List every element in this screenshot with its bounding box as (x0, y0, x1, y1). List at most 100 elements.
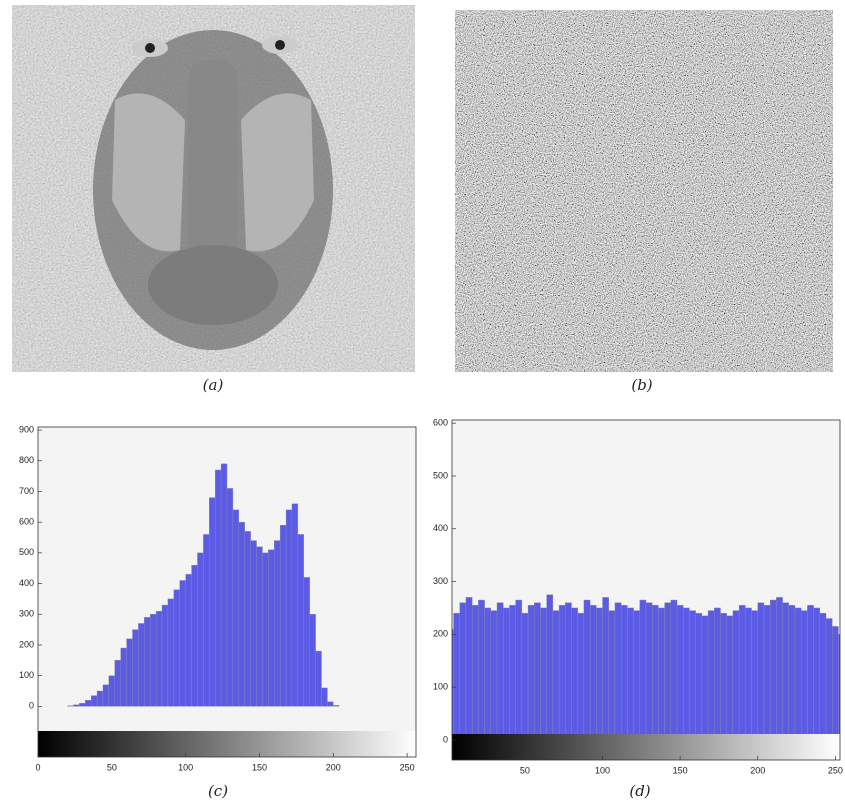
bar (459, 602, 467, 741)
bar (173, 589, 180, 707)
x-tick-label: 50 (520, 765, 530, 775)
bar (515, 599, 523, 741)
bar (244, 531, 251, 707)
bar (297, 534, 304, 707)
bar (571, 607, 578, 741)
bar (732, 610, 740, 741)
bar (788, 605, 796, 741)
bar (291, 503, 299, 707)
bar (620, 605, 628, 741)
bar (807, 605, 814, 741)
bar (819, 613, 827, 741)
bar (707, 610, 715, 741)
y-tick-label: 700 (19, 486, 34, 496)
bar (453, 613, 460, 741)
bar (546, 594, 554, 741)
bar (452, 628, 454, 741)
bar (726, 615, 734, 741)
bar (714, 607, 721, 741)
bar (614, 602, 622, 741)
bar (801, 610, 808, 741)
bar (676, 605, 684, 741)
y-tick-label: 500 (433, 470, 448, 480)
x-tick-label: 150 (673, 765, 688, 775)
bar (639, 599, 647, 741)
bar (478, 599, 485, 741)
bar (102, 684, 110, 707)
bar (602, 597, 609, 741)
bar (664, 602, 672, 741)
bars (67, 463, 340, 707)
caption: (a) (203, 376, 224, 394)
bar (838, 634, 840, 741)
bar (465, 597, 473, 741)
y-tick-label: 200 (19, 639, 34, 649)
x-tick-label: 250 (828, 765, 843, 775)
bar (720, 613, 727, 741)
bar (279, 525, 287, 707)
bar (683, 607, 690, 741)
bar (185, 574, 192, 707)
bar (285, 509, 293, 707)
x-tick-label: 200 (326, 762, 341, 772)
y-tick-label: 400 (433, 523, 448, 533)
bar (751, 610, 758, 741)
bar (96, 690, 104, 707)
bar (527, 605, 535, 741)
bar (250, 540, 257, 707)
bar (203, 534, 210, 707)
y-tick-label: 400 (19, 578, 34, 588)
bar (689, 610, 696, 741)
bar (496, 602, 504, 741)
y-tick-label: 100 (433, 682, 448, 692)
x-tick-label: 200 (750, 765, 765, 775)
bar (150, 614, 157, 707)
y-tick-label: 0 (29, 701, 34, 711)
frame (451, 419, 841, 761)
caption: (b) (631, 376, 652, 394)
bar (484, 607, 492, 741)
bar (179, 580, 186, 707)
bar (645, 602, 653, 741)
y-tick-label: 200 (433, 629, 448, 639)
bar (608, 610, 616, 741)
y-tick-label: 900 (19, 424, 34, 434)
bar (232, 509, 240, 707)
bars (452, 594, 840, 741)
bar (757, 602, 765, 741)
bar (589, 605, 597, 741)
baboon-image (12, 5, 415, 372)
colorbar (452, 734, 840, 760)
bar (238, 521, 245, 707)
bar (471, 605, 479, 741)
bar (85, 700, 92, 707)
y-tick-label: 800 (19, 455, 34, 465)
bar (167, 598, 175, 707)
frame (37, 426, 417, 758)
x-tick-label: 100 (595, 765, 610, 775)
bar (309, 614, 316, 707)
bar (540, 607, 547, 741)
y-tick-label: 500 (19, 547, 34, 557)
bar (90, 695, 98, 707)
caption: (c) (208, 782, 228, 800)
bar (67, 705, 74, 707)
bar (144, 617, 151, 707)
bar (670, 599, 678, 741)
bar (268, 549, 275, 707)
bar (209, 497, 216, 707)
bar (79, 703, 86, 707)
bar (596, 607, 603, 741)
bar (509, 605, 516, 741)
bar (633, 610, 640, 741)
bar (782, 602, 789, 741)
bar (490, 610, 498, 741)
bar (695, 613, 703, 741)
bar (214, 469, 222, 707)
bar (138, 623, 145, 707)
bar (120, 647, 127, 707)
bar (327, 701, 334, 707)
bar (132, 629, 139, 707)
bar (627, 607, 634, 741)
